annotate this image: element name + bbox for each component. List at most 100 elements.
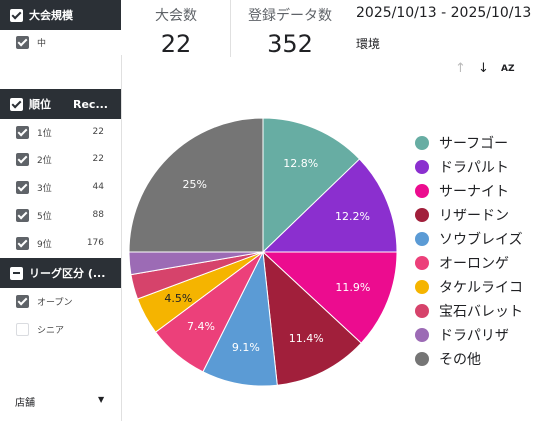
legend-item[interactable]: タケルライコ [415,277,523,297]
rank-record-column: Rec... [73,97,108,111]
checkbox[interactable] [16,208,29,222]
pie-slice[interactable] [128,117,264,253]
rank-item-count: 88 [92,210,104,220]
legend-label: リザードン [439,208,509,224]
legend-swatch [415,136,429,150]
size-filter-header[interactable]: 大会規模 [0,0,121,30]
pie-slice-label: 25% [183,178,207,191]
sort-up-icon[interactable]: ↑ [455,61,466,76]
sidebar-divider [121,55,122,421]
rank-filter-header[interactable]: 順位 Rec... [0,89,121,119]
legend-label: ドラパリザ [439,328,509,344]
pie-slice-label: 12.2% [335,210,370,223]
store-dropdown-label[interactable]: 店舗 [15,398,35,409]
legend-label: 宝石バレット [439,304,523,320]
pie-slice[interactable] [130,251,264,300]
pie-slice[interactable] [202,250,278,387]
legend-item[interactable]: その他 [415,349,481,369]
sort-az-icon[interactable]: AZ [501,64,515,74]
record-count-value: 352 [267,30,313,58]
rank-item[interactable]: 9位 176 [0,232,121,254]
legend-swatch [415,328,429,342]
legend-item[interactable]: ドラパリザ [415,325,509,345]
size-filter-title: 大会規模 [29,9,73,22]
league-item-open[interactable]: オープン [0,290,121,312]
rank-item-label: 9位 [37,239,52,250]
legend-label: ドラパルト [439,160,509,176]
legend-label: オーロンゲ [439,256,509,272]
rank-item-label: 1位 [37,128,52,139]
checkbox[interactable] [16,152,29,166]
metric-divider [230,0,231,57]
rank-item-count: 176 [86,238,104,248]
chevron-down-icon[interactable]: ▼ [98,395,105,404]
legend-item[interactable]: サーナイト [415,181,509,201]
rank-item[interactable]: 3位 44 [0,176,121,198]
league-item-label: シニア [37,325,65,336]
checkbox[interactable] [16,322,29,336]
checkbox[interactable] [16,236,29,250]
record-count-card: 登録データ数 352 [240,5,340,58]
pie-slice[interactable] [154,251,264,373]
pie-slice-label: 12.8% [283,157,318,170]
legend-item[interactable]: ソウブレイズ [415,229,523,249]
league-item-senior[interactable]: シニア [0,318,121,340]
pie-slice-label: 4.5% [164,292,192,305]
date-range[interactable]: 2025/10/13 - 2025/10/13 [356,5,532,21]
rank-item-count: 44 [92,182,104,192]
legend-label: その他 [439,352,481,368]
legend-label: サーナイト [439,184,509,200]
legend-swatch [415,232,429,246]
rank-filter-title: 順位 [29,98,51,111]
legend-swatch [415,304,429,318]
sort-down-icon[interactable]: ↓ [478,61,489,76]
pie-slice[interactable] [262,117,361,254]
legend-label: サーフゴー [439,136,509,152]
league-select-all-checkbox[interactable] [10,266,23,280]
pie-slice[interactable] [128,251,264,276]
size-select-all-checkbox[interactable] [10,8,23,22]
pie-slice[interactable] [261,251,398,344]
size-item-medium[interactable]: 中 [0,31,121,53]
league-filter-title: リーグ区分 (... [29,267,106,280]
filter-sidebar: 大会規模 中 順位 Rec... 1位 22 2位 22 3位 44 5位 88… [0,0,121,421]
checkbox[interactable] [16,294,29,308]
legend-item[interactable]: リザードン [415,205,509,225]
pie-slice[interactable] [262,250,362,386]
legend-item[interactable]: サーフゴー [415,133,508,153]
legend-swatch [415,256,429,270]
league-item-label: オープン [37,297,73,308]
legend-swatch [415,208,429,222]
legend-swatch [415,280,429,294]
rank-item-label: 3位 [37,183,52,194]
environment-label: 環境 [356,37,381,51]
pie-slice-label: 11.4% [289,332,324,345]
legend-item[interactable]: ドラパルト [415,157,509,177]
checkbox[interactable] [16,35,29,49]
pie-slice[interactable] [261,158,398,253]
rank-item-count: 22 [92,154,104,164]
pie-slice-label: 11.9% [335,281,370,294]
record-count-label: 登録データ数 [248,8,332,24]
tournament-count-card: 大会数 22 [130,5,222,58]
legend-swatch [415,160,429,174]
legend-item[interactable]: 宝石バレット [415,301,523,321]
tournament-count-label: 大会数 [155,8,197,24]
rank-item-count: 22 [92,127,104,137]
rank-select-all-checkbox[interactable] [10,97,23,111]
checkbox[interactable] [16,180,29,194]
rank-item[interactable]: 1位 22 [0,121,121,143]
legend-label: ソウブレイズ [439,232,523,248]
checkbox[interactable] [16,125,29,139]
legend-swatch [415,352,429,366]
rank-item[interactable]: 5位 88 [0,204,121,226]
pie-slice[interactable] [136,251,264,333]
legend-swatch [415,184,429,198]
rank-item-label: 5位 [37,211,52,222]
pie-slice-label: 9.1% [232,341,260,354]
league-filter-header[interactable]: リーグ区分 (... [0,258,121,288]
legend-item[interactable]: オーロンゲ [415,253,509,273]
size-item-label: 中 [37,38,47,49]
rank-item[interactable]: 2位 22 [0,148,121,170]
rank-item-label: 2位 [37,155,52,166]
